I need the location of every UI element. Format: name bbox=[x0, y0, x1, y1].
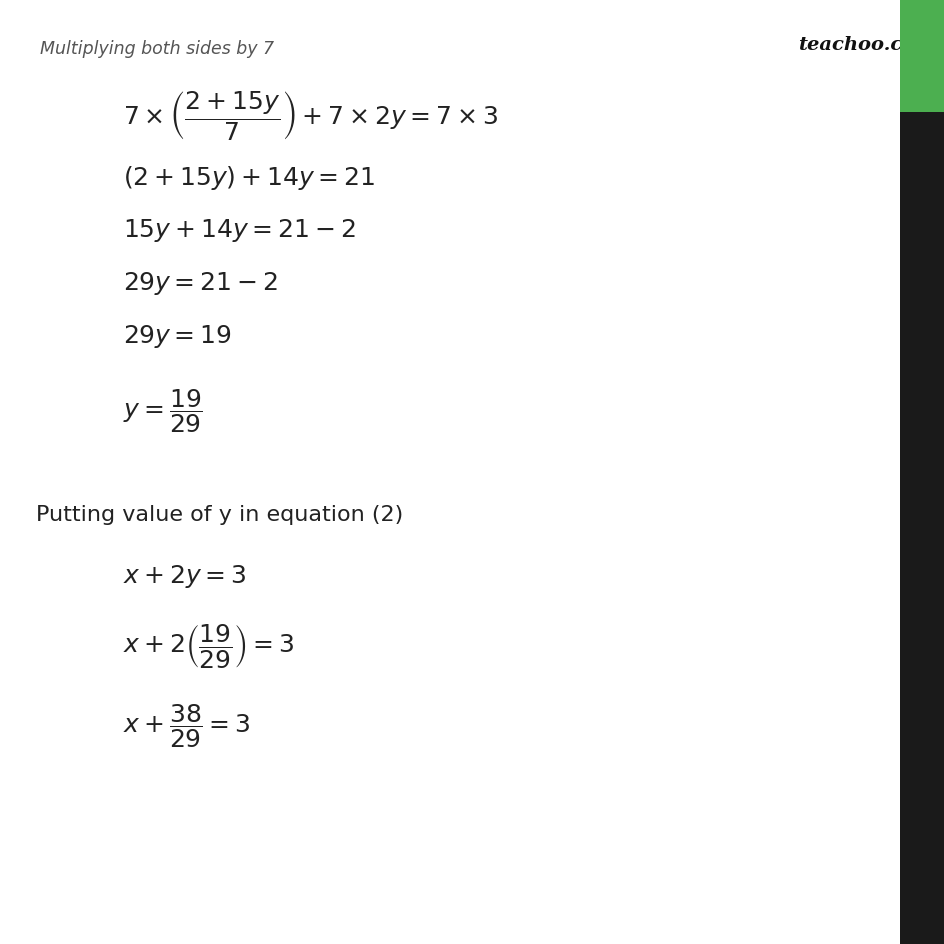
Text: $29y = 19$: $29y = 19$ bbox=[123, 323, 231, 349]
Text: Multiplying both sides by 7: Multiplying both sides by 7 bbox=[40, 40, 274, 58]
Bar bbox=[899, 113, 944, 944]
Text: $29y = 21 - 2$: $29y = 21 - 2$ bbox=[123, 270, 278, 296]
Text: $y = \dfrac{19}{29}$: $y = \dfrac{19}{29}$ bbox=[123, 387, 203, 434]
Text: $( 2 + 15y ) + 14y = 21$: $( 2 + 15y ) + 14y = 21$ bbox=[123, 163, 375, 192]
Text: $x + 2\left(\dfrac{19}{29}\right) = 3$: $x + 2\left(\dfrac{19}{29}\right) = 3$ bbox=[123, 622, 294, 669]
Text: teachoo.com: teachoo.com bbox=[798, 36, 936, 54]
Text: $x + 2y = 3$: $x + 2y = 3$ bbox=[123, 563, 246, 589]
Text: $x + \dfrac{38}{29} = 3$: $x + \dfrac{38}{29} = 3$ bbox=[123, 701, 250, 749]
Text: $15y + 14y = 21 - 2$: $15y + 14y = 21 - 2$ bbox=[123, 217, 355, 244]
Bar bbox=[899, 0, 944, 113]
Text: Putting value of y in equation (2): Putting value of y in equation (2) bbox=[36, 504, 403, 525]
Text: $7 \times \left(\dfrac{2+15y}{7}\right) + 7 \times 2y = 7 \times 3$: $7 \times \left(\dfrac{2+15y}{7}\right) … bbox=[123, 89, 497, 142]
